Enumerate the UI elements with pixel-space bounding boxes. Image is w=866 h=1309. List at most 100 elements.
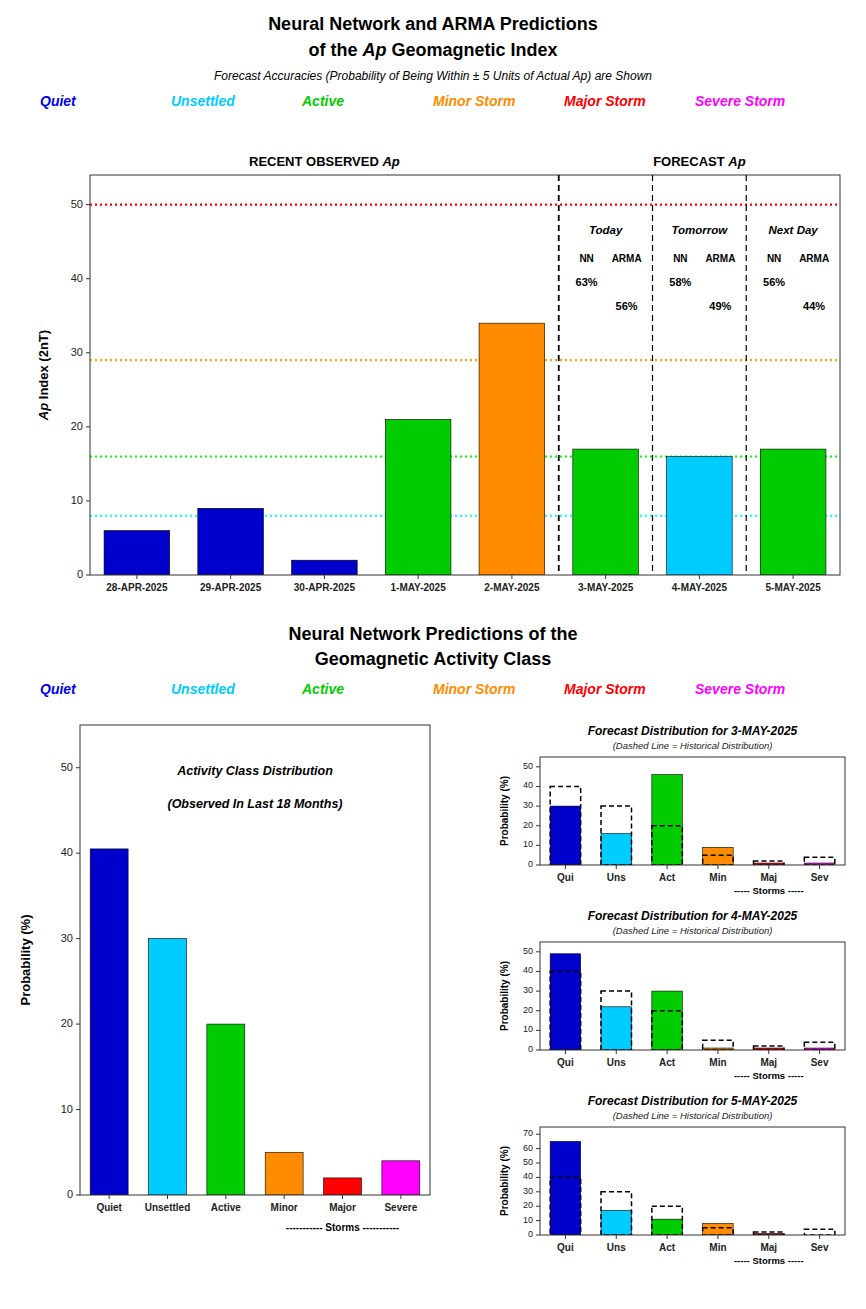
x-tick	[768, 1050, 769, 1054]
text-part: 20	[71, 420, 83, 432]
text-part: 10	[523, 1215, 533, 1225]
text-part: Maj	[760, 1057, 777, 1068]
x-tick-label: Uns	[607, 872, 626, 883]
text-part: 44%	[803, 300, 825, 312]
text-part: 56%	[763, 276, 785, 288]
text-part: Unsettled	[171, 681, 235, 697]
x-tick	[768, 1235, 769, 1239]
text-part: Ap	[381, 154, 399, 169]
text-part: 10	[61, 1102, 73, 1114]
background	[0, 0, 866, 1309]
text-part: 20	[523, 820, 533, 830]
y-tick-label: 10	[71, 494, 83, 506]
historical-outline	[601, 806, 632, 865]
panel-title: Forecast Distribution for 5-MAY-2025	[588, 1094, 798, 1108]
y-tick	[86, 204, 90, 205]
text-part: Severe Storm	[695, 93, 785, 109]
text-part: Quiet	[96, 1202, 122, 1213]
text-part: Min	[709, 872, 726, 883]
x-tick-label: Qui	[557, 1057, 574, 1068]
text-part: Ap	[361, 40, 386, 60]
separator	[558, 175, 560, 575]
forecast-day-label: Tomorrow	[671, 224, 728, 236]
legend: QuietUnsettledActiveMinor StormMajor Sto…	[40, 93, 785, 109]
text-part: Today	[589, 224, 623, 236]
text-part: Sev	[811, 1242, 829, 1253]
x-tick-label: 1-MAY-2025	[391, 582, 447, 593]
text-part: Probability (%)	[499, 1146, 510, 1216]
text-part: 50	[523, 1157, 533, 1167]
historical-outline	[804, 1042, 835, 1050]
y-tick	[536, 991, 540, 992]
x-tick	[616, 1235, 617, 1239]
bar	[703, 847, 734, 865]
x-tick	[167, 1195, 168, 1199]
text-part: 63%	[576, 276, 598, 288]
y-tick-label: 50	[71, 198, 83, 210]
y-axis-label: Probability (%)	[499, 961, 510, 1031]
legend-entry: Quiet	[40, 681, 77, 697]
text-part: 29-APR-2025	[200, 582, 262, 593]
panel-title: Activity Class Distribution	[176, 764, 333, 778]
text-part: Minor	[271, 1202, 298, 1213]
text-part: 10	[523, 840, 533, 850]
text-part: Probability (%)	[18, 914, 33, 1005]
marks	[90, 849, 420, 1195]
forecast-day-label: Next Day	[769, 224, 819, 236]
historical-outline	[703, 1228, 734, 1235]
text-part: Ap	[572, 69, 588, 83]
text-part: 30	[523, 985, 533, 995]
legend-entry: Minor Storm	[433, 681, 515, 697]
x-tick-label: Severe	[384, 1202, 417, 1213]
y-tick	[536, 951, 540, 952]
text-part: Active	[301, 93, 344, 109]
text-part: (Dashed Line = Historical Distribution)	[613, 740, 773, 751]
y-tick	[536, 865, 540, 866]
text-part: 0	[77, 568, 83, 580]
historical-outline	[601, 991, 632, 1050]
bar	[667, 456, 733, 575]
x-tick	[819, 1050, 820, 1054]
text-part: Qui	[557, 1242, 574, 1253]
y-tick	[86, 575, 90, 576]
x-tick	[667, 1235, 668, 1239]
bar	[573, 449, 639, 575]
x-tick	[565, 1235, 566, 1239]
marks	[550, 1141, 835, 1235]
text-part: RECENT OBSERVED	[249, 154, 382, 169]
text-part: Neural Network Predictions of the	[288, 624, 577, 644]
y-tick-label: 30	[523, 985, 533, 995]
text-part: (Dashed Line = Historical Distribution)	[613, 925, 773, 936]
historical-outline	[601, 1192, 632, 1235]
y-tick-label: 0	[528, 859, 533, 869]
y-tick	[76, 1024, 80, 1025]
text-part: ARMA	[612, 253, 642, 264]
text-part: 50	[71, 198, 83, 210]
text-part: Activity Class Distribution	[176, 764, 333, 778]
method-label: ARMA	[705, 253, 735, 264]
bar	[601, 834, 632, 865]
y-tick-label: 40	[71, 272, 83, 284]
annotation: ----- Storms -----	[734, 885, 804, 896]
text-part: ----- Storms -----	[734, 885, 804, 896]
y-tick-label: 20	[61, 1017, 73, 1029]
legend: QuietUnsettledActiveMinor StormMajor Sto…	[40, 681, 785, 697]
text-part: Severe	[384, 1202, 417, 1213]
y-tick-label: 40	[523, 966, 533, 976]
y-tick-label: 10	[523, 840, 533, 850]
method-label: NN	[767, 253, 781, 264]
text-part: 50	[523, 761, 533, 771]
text-part: Ap	[36, 403, 51, 421]
bar	[550, 1141, 581, 1235]
panel: 01020304050QuietUnsettledActiveMinorMajo…	[18, 725, 430, 1233]
text-part: 56%	[616, 300, 638, 312]
text-part: 20	[61, 1017, 73, 1029]
y-tick	[536, 766, 540, 767]
text-part: 49%	[709, 300, 731, 312]
text-part: ) are Shown	[585, 69, 652, 83]
chart-title: of the Ap Geomagnetic Index	[308, 40, 557, 60]
reference-line	[90, 204, 840, 206]
y-axis-label: Probability (%)	[499, 1146, 510, 1216]
method-label: NN	[579, 253, 593, 264]
text-part: Maj	[760, 872, 777, 883]
